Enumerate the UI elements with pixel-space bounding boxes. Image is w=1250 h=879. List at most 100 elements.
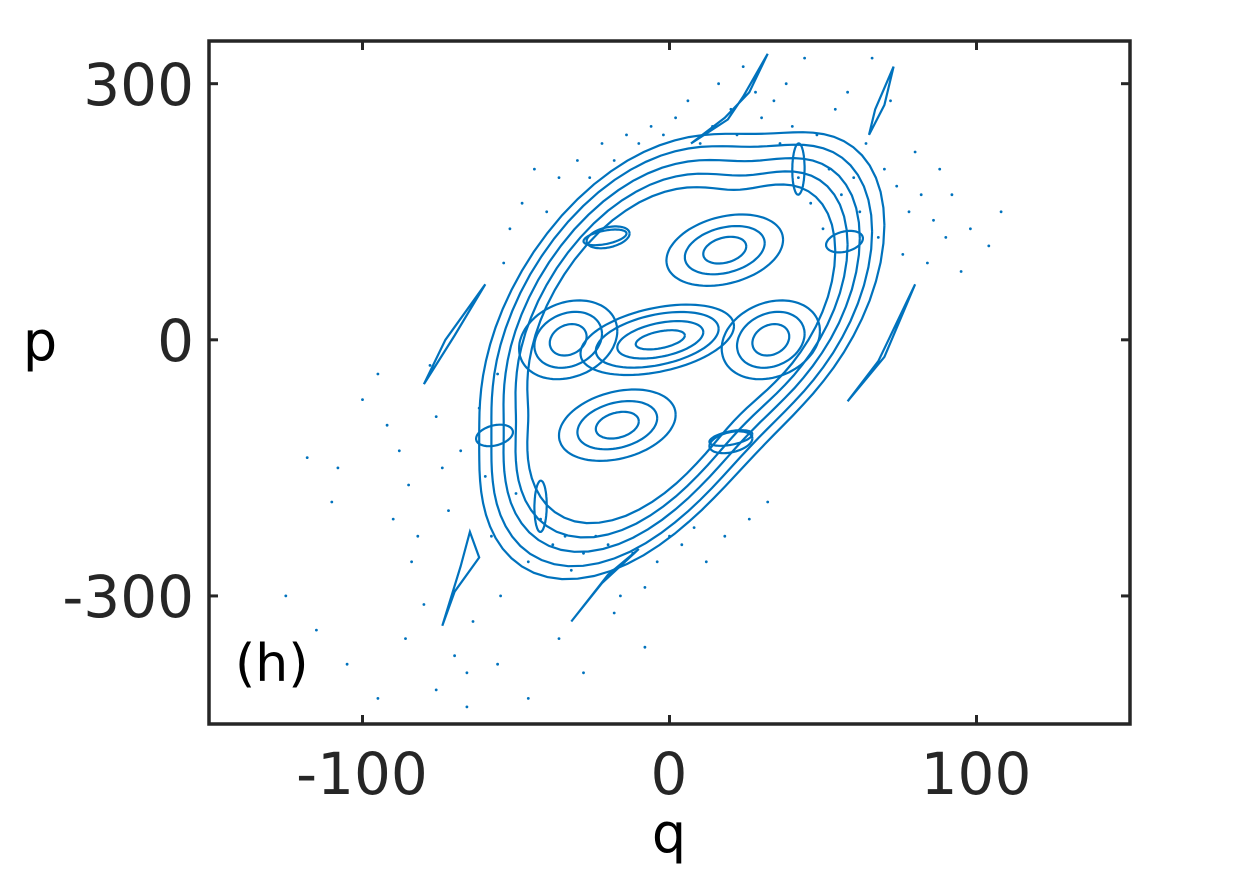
scatter-point <box>434 415 438 418</box>
scatter-point <box>594 534 598 538</box>
scatter-point <box>889 99 892 103</box>
scatter-point <box>711 125 714 128</box>
scatter-point <box>741 65 745 68</box>
scatter-point <box>569 568 573 572</box>
y-tick-label: -300 <box>62 563 194 631</box>
scatter-point <box>499 594 502 598</box>
scatter-point <box>490 534 493 538</box>
scatter-point <box>422 603 426 606</box>
scatter-point <box>680 543 684 547</box>
orbit-island-left-2 <box>533 310 604 369</box>
scatter-point <box>932 218 935 222</box>
y-tick-label: 0 <box>157 307 194 375</box>
scatter-point <box>969 227 972 231</box>
scatter-point <box>557 176 561 180</box>
scatter-point <box>827 167 831 171</box>
scatter-point <box>563 534 567 538</box>
scatter-point <box>864 142 868 145</box>
scatter-point <box>901 253 905 256</box>
scatter-point <box>821 227 825 231</box>
orbit-island-left-3 <box>517 299 619 381</box>
x-tick-label: 100 <box>921 740 1032 808</box>
orbit-satellite-2 <box>708 430 754 455</box>
scatter-point <box>815 133 819 137</box>
scatter-point <box>465 671 469 675</box>
axes-frame <box>207 39 1132 726</box>
scatter-point <box>637 142 641 145</box>
y-tick-label: 300 <box>83 51 194 119</box>
scatter-point <box>655 560 659 564</box>
orbit-satellite-7 <box>708 429 754 447</box>
scatter-point <box>526 697 530 700</box>
scatter-point <box>704 560 708 564</box>
scatter-point <box>477 406 481 410</box>
scatter-point <box>619 594 622 598</box>
scatter-point <box>428 364 432 367</box>
orbit-island-lower-3 <box>557 388 677 463</box>
scatter-point <box>391 517 395 521</box>
scatter-point <box>600 142 604 145</box>
scatter-point <box>938 167 942 171</box>
scatter-point <box>649 125 653 128</box>
scatter-point <box>416 534 420 538</box>
scatter-point <box>999 210 1003 214</box>
scatter-point <box>674 116 677 120</box>
scatter-point <box>447 509 450 512</box>
orbit-satellite-4 <box>533 479 548 534</box>
scatter-point <box>545 210 549 214</box>
orbit-island-upper-1 <box>702 235 748 265</box>
scatter-point <box>496 662 499 666</box>
scatter-point <box>926 261 929 265</box>
scatter-point <box>539 517 542 521</box>
scatter-point <box>483 475 487 478</box>
scatter-point <box>440 466 444 470</box>
orbit-outer-ring-5 <box>478 131 886 581</box>
scatter-point <box>870 56 874 60</box>
scatter-point <box>533 167 536 171</box>
orbit-satellite-8 <box>582 228 628 247</box>
scatter-point <box>987 244 991 248</box>
x-axis-label: q <box>652 802 686 865</box>
scatter-point <box>459 449 463 453</box>
orbit-outer-ring-1 <box>526 183 837 525</box>
scatter-point <box>502 261 506 265</box>
scatter-point <box>797 176 800 180</box>
scatter-point <box>551 543 555 547</box>
scatter-point <box>434 688 438 692</box>
x-tick-label: 0 <box>651 740 688 808</box>
scatter-point <box>385 423 389 427</box>
scatter-point <box>876 236 880 239</box>
scatter-point <box>772 99 776 103</box>
orbit-satellite-6 <box>475 423 515 448</box>
orbit-island-upper-2 <box>683 225 766 276</box>
scatter-point <box>330 500 334 504</box>
scatter-point <box>662 133 665 137</box>
orbit-outer-ring-2 <box>514 170 849 539</box>
orbit-outer-ring-3 <box>502 156 861 553</box>
scatter-point <box>846 90 849 94</box>
orbit-central-island-2 <box>616 320 705 360</box>
orbit-filament-left <box>422 283 487 385</box>
scatter-point <box>840 193 843 197</box>
scatter-point <box>576 159 579 162</box>
orbit-island-right-3 <box>720 299 821 381</box>
panel-label: (h) <box>235 634 309 694</box>
scatter-point <box>404 637 407 640</box>
orbit-filament-right <box>846 283 917 403</box>
scatter-point <box>336 466 340 470</box>
scatter-point <box>514 492 518 495</box>
scatter-point <box>361 398 364 401</box>
scatter-point <box>686 99 690 103</box>
scatter-point <box>858 210 862 214</box>
scatter-point <box>643 586 647 589</box>
scatter-point <box>790 125 794 128</box>
scatter-point <box>760 116 763 120</box>
scatter-point <box>557 637 561 640</box>
scatter-point <box>588 176 592 180</box>
scatter-point <box>784 82 788 86</box>
orbit-island-left-1 <box>548 323 588 357</box>
scatter-point <box>907 210 911 214</box>
plot-area <box>284 53 1003 709</box>
scatter-point <box>778 142 782 145</box>
